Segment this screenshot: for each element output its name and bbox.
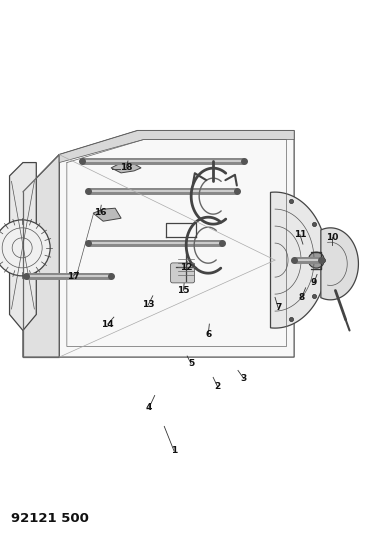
Polygon shape <box>270 192 327 328</box>
Text: 14: 14 <box>101 320 114 328</box>
Text: 9: 9 <box>311 278 317 287</box>
Text: 3: 3 <box>241 374 247 383</box>
Text: 11: 11 <box>294 230 306 239</box>
Circle shape <box>0 220 50 276</box>
Text: 12: 12 <box>180 263 193 272</box>
Circle shape <box>308 252 324 268</box>
Polygon shape <box>23 155 59 357</box>
Text: 10: 10 <box>326 233 338 241</box>
Polygon shape <box>111 163 141 173</box>
Text: 2: 2 <box>215 383 221 391</box>
Text: 15: 15 <box>177 286 189 295</box>
Polygon shape <box>10 163 36 330</box>
Text: 18: 18 <box>120 164 132 172</box>
Polygon shape <box>321 228 358 300</box>
Text: 4: 4 <box>146 403 152 412</box>
Polygon shape <box>93 208 121 221</box>
Polygon shape <box>59 131 294 357</box>
Text: 6: 6 <box>205 330 211 339</box>
Text: 8: 8 <box>299 293 305 302</box>
Text: 17: 17 <box>67 272 80 280</box>
Text: 5: 5 <box>188 359 194 368</box>
FancyBboxPatch shape <box>171 263 194 283</box>
Text: 7: 7 <box>275 303 281 312</box>
Text: 16: 16 <box>94 208 106 216</box>
Text: 13: 13 <box>142 301 154 309</box>
Text: 1: 1 <box>171 446 177 455</box>
Text: 92121 500: 92121 500 <box>11 512 89 524</box>
Polygon shape <box>59 131 294 163</box>
